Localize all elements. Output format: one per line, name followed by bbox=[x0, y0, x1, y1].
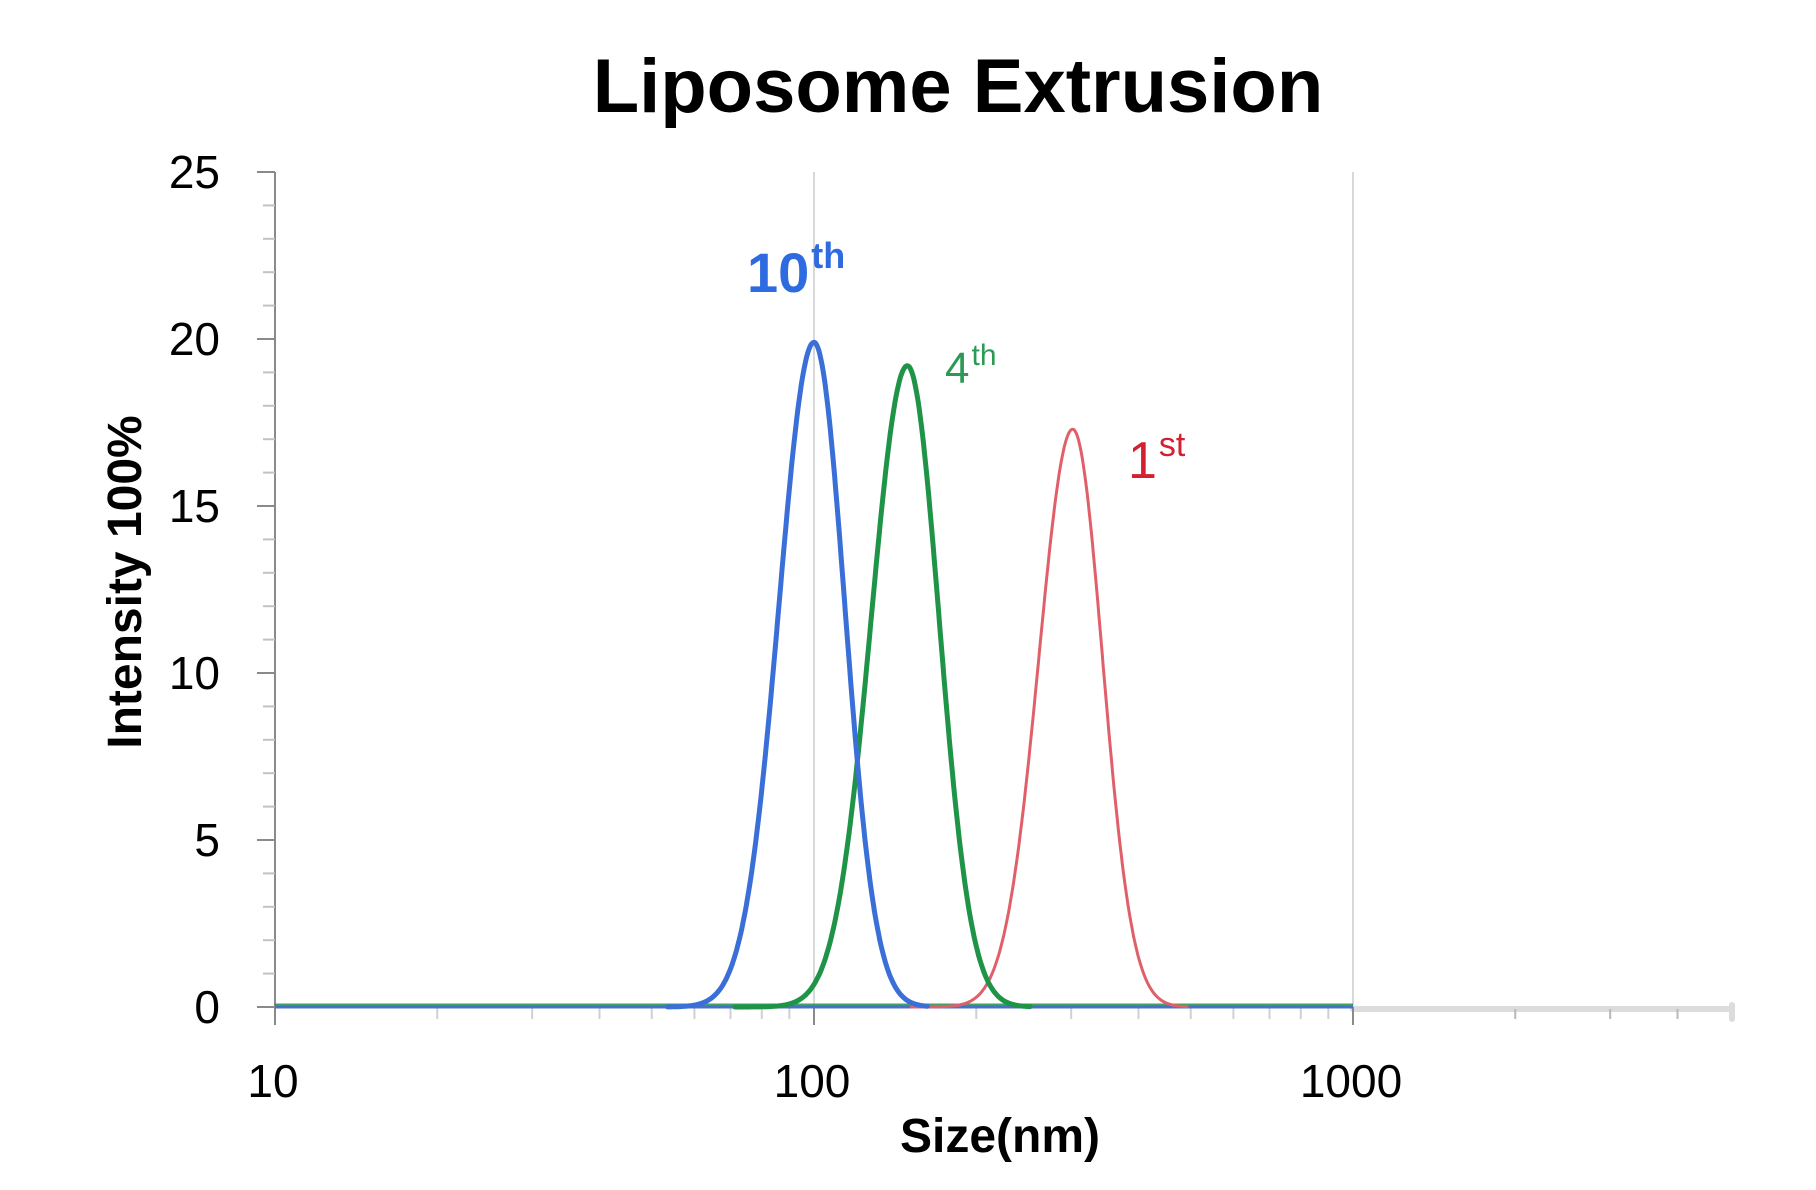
series-labels: 10th 4th 1st bbox=[747, 235, 1186, 490]
series-label-1st: 1st bbox=[1128, 426, 1186, 490]
chart-title: Liposome Extrusion bbox=[593, 44, 1324, 129]
vertical-gridlines bbox=[813, 172, 1354, 1019]
x-tick-label: 1000 bbox=[1300, 1055, 1402, 1107]
series-label-4th: 4th bbox=[945, 339, 997, 393]
series-line-10th bbox=[665, 339, 930, 1010]
y-tick-label: 20 bbox=[169, 313, 220, 365]
y-axis: 0 5 10 15 20 25 bbox=[169, 146, 276, 1033]
x-axis: 10 100 1000 bbox=[247, 1002, 1735, 1107]
series-line-4th bbox=[732, 363, 1033, 1010]
series-line-1st bbox=[909, 427, 1189, 1009]
x-axis-title: Size(nm) bbox=[900, 1110, 1100, 1163]
series-lines bbox=[275, 339, 1353, 1010]
y-tick-label: 10 bbox=[169, 647, 220, 699]
y-axis-title: Intensity 100% bbox=[99, 415, 152, 748]
x-tick-label: 10 bbox=[247, 1055, 298, 1107]
x-tick-label: 100 bbox=[774, 1055, 851, 1107]
y-tick-label: 25 bbox=[169, 146, 220, 198]
y-tick-label: 15 bbox=[169, 480, 220, 532]
series-label-10th: 10th bbox=[747, 235, 845, 304]
y-tick-label: 0 bbox=[194, 981, 220, 1033]
y-tick-label: 5 bbox=[194, 814, 220, 866]
